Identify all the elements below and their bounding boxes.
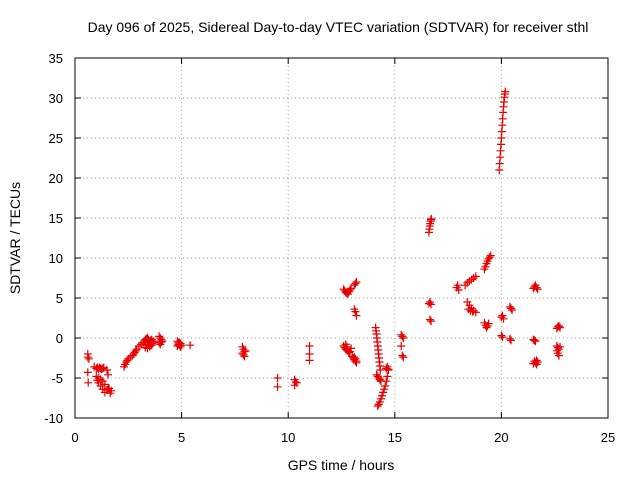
y-tick-label: -5 [51,371,63,386]
data-point [273,382,282,391]
data-point [176,339,185,348]
data-point [241,346,250,355]
data-point [427,300,436,309]
chart-title: Day 096 of 2025, Sidereal Day-to-day VTE… [88,19,589,35]
data-point [424,299,433,308]
data-point [427,214,436,223]
data-point [505,334,514,343]
data-point [531,358,540,367]
data-point [471,272,480,281]
data-point [554,351,563,360]
data-point [147,341,156,350]
data-point [102,366,111,374]
data-point [554,322,563,330]
y-tick-label: 35 [49,51,63,66]
x-tick-label: 5 [178,430,185,445]
data-point [399,353,408,362]
data-point [351,307,360,316]
data-point [556,323,565,332]
data-point [100,380,109,389]
y-tick-label: 10 [49,251,63,266]
data-point [506,336,515,345]
x-tick-label: 0 [71,430,78,445]
data-point [186,341,195,350]
data-point [497,313,506,322]
x-tick-label: 15 [388,430,402,445]
data-point [427,317,436,326]
data-point [376,366,385,374]
data-point [501,87,510,96]
y-tick-label: 20 [49,171,63,186]
data-point [131,346,140,355]
data-point [485,253,494,262]
data-point [532,283,541,292]
x-axis-label: GPS time / hours [288,457,395,473]
data-point [384,365,393,374]
data-point [468,307,477,316]
data-point [530,336,539,345]
data-point [305,356,314,365]
axis-ticks: 0 5 10 15 20 25 -10 -5 0 5 10 15 20 25 30 35 [44,51,615,445]
data-point [346,286,355,294]
x-tick-label: 25 [601,430,615,445]
y-tick-label: 30 [49,91,63,106]
data-point [425,315,434,324]
data-point [177,341,186,350]
data-point [531,337,540,346]
data-point [454,286,463,294]
y-axis-label: SDTVAR / TECUs [7,182,23,294]
data-point [398,351,407,360]
data-point [375,375,384,384]
data-point [553,322,562,331]
data-point [157,338,166,346]
data-point [506,304,515,313]
data-point [484,319,493,328]
data-point [84,378,93,387]
data-point [343,346,352,355]
data-point [352,311,361,320]
data-point [397,342,406,350]
x-tick-label: 20 [494,430,508,445]
data-point [240,352,249,361]
data-point [382,377,391,386]
data-point [497,331,506,340]
data-point [508,306,517,314]
data-point [305,342,314,350]
y-tick-label: 15 [49,211,63,226]
y-tick-label: 0 [56,331,63,346]
plot-frame [74,57,609,419]
data-point [399,334,408,342]
y-tick-label: 25 [49,131,63,146]
data-point [373,402,382,410]
data-point [499,314,508,323]
data-point [381,382,390,390]
data-point [351,279,360,288]
data-point [498,333,507,342]
data-point [352,357,361,366]
data-point [83,368,92,377]
data-point [104,370,113,379]
data-point [98,364,107,373]
y-tick-label: -10 [44,411,63,426]
data-point [352,278,361,286]
grid-lines [75,58,608,418]
data-point [83,353,92,362]
data-point [486,251,495,260]
data-point [84,354,93,363]
data-point [342,342,351,351]
data-point [529,335,538,344]
data-point [533,285,542,294]
data-point [290,381,299,390]
data-point [532,360,541,369]
data-point [383,372,392,381]
data-point [273,374,282,382]
data-point [398,332,407,341]
data-points [83,87,565,410]
data-point [453,281,462,290]
y-tick-label: 5 [56,291,63,306]
data-point [106,389,115,398]
x-tick-label: 10 [281,430,295,445]
